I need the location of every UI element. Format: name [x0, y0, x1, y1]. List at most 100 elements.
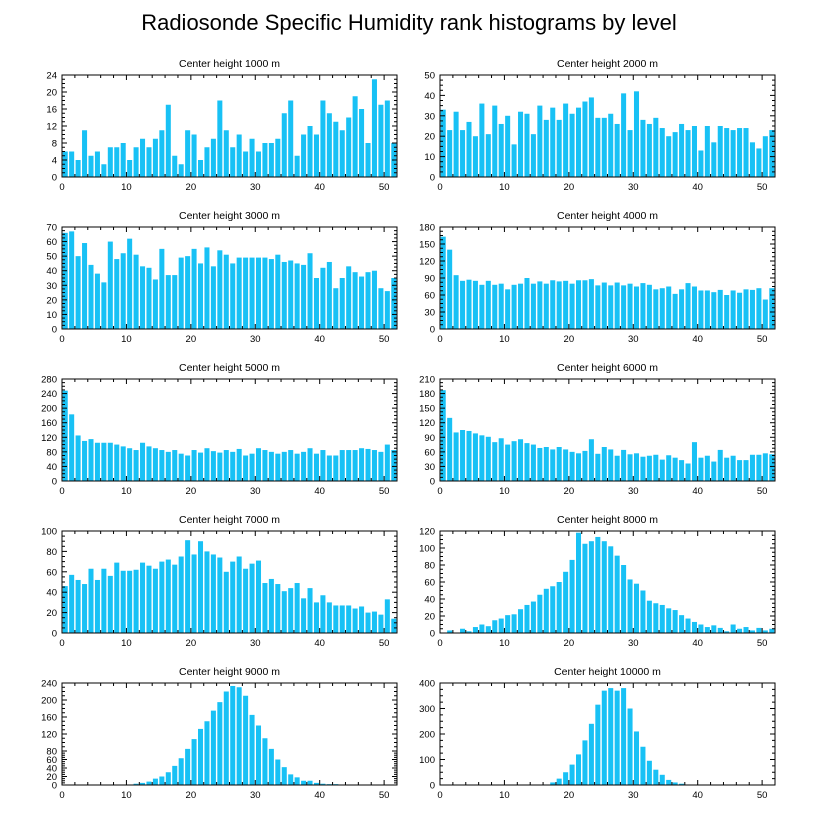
bar [518, 439, 524, 481]
bar [172, 155, 178, 177]
bar [281, 767, 287, 785]
y-tick-label: 200 [41, 404, 57, 415]
bar [614, 455, 620, 481]
bar [62, 390, 68, 481]
bar [378, 288, 384, 329]
y-tick-label: 8 [52, 139, 57, 150]
bar [704, 455, 710, 481]
bar [717, 289, 723, 329]
y-tick-label: 280 [41, 375, 57, 386]
bar [236, 134, 242, 177]
bar [262, 450, 268, 481]
bar [672, 457, 678, 481]
bar [466, 430, 472, 481]
bar [563, 772, 569, 785]
bar [140, 138, 146, 177]
bar [249, 714, 255, 786]
bar [172, 450, 178, 481]
bar [268, 748, 274, 786]
bar [371, 79, 377, 177]
bar [627, 130, 633, 177]
bar [223, 571, 229, 633]
bar [359, 448, 365, 481]
bar [756, 454, 762, 481]
bar [236, 687, 242, 785]
bar [724, 295, 730, 329]
bar [185, 256, 191, 329]
y-tick-label: 0 [52, 629, 57, 640]
x-tick-label: 40 [692, 334, 703, 345]
bar [236, 448, 242, 481]
bar [659, 128, 665, 177]
x-tick-label: 0 [437, 486, 442, 497]
y-tick-label: 16 [46, 105, 57, 116]
bar [685, 130, 691, 177]
bar [588, 279, 594, 329]
bar [101, 442, 107, 481]
bar [511, 614, 517, 633]
bar [666, 136, 672, 177]
bar [210, 710, 216, 786]
bar [359, 276, 365, 329]
bar [762, 630, 768, 633]
x-tick-label: 30 [250, 486, 261, 497]
bar [737, 460, 743, 481]
bar [537, 447, 543, 481]
bar [601, 117, 607, 177]
bar [627, 283, 633, 329]
bar [217, 702, 223, 786]
bar [601, 447, 607, 481]
bar [120, 570, 126, 633]
x-tick-label: 30 [628, 790, 639, 801]
bar [672, 782, 678, 785]
bar [146, 446, 152, 481]
bar [608, 688, 614, 785]
bar [236, 257, 242, 329]
x-tick-label: 10 [121, 182, 132, 193]
bar [666, 286, 672, 329]
bar [198, 728, 204, 785]
y-tick-label: 200 [419, 730, 435, 741]
bar [724, 457, 730, 481]
x-tick-label: 40 [692, 790, 703, 801]
bar [281, 261, 287, 329]
bar [717, 627, 723, 633]
x-tick-label: 0 [437, 182, 442, 193]
bar [191, 554, 197, 633]
bar [537, 594, 543, 633]
bar [762, 453, 768, 481]
bar [569, 113, 575, 177]
panel-title: Center height 9000 m [179, 666, 280, 678]
bar [691, 621, 697, 633]
y-tick-label: 400 [419, 679, 435, 690]
bar [672, 610, 678, 633]
x-tick-label: 30 [628, 638, 639, 649]
bar [120, 143, 126, 177]
bar [243, 257, 249, 329]
bar [749, 454, 755, 481]
bar [262, 143, 268, 177]
bar [223, 691, 229, 785]
bar [550, 280, 556, 329]
bar [653, 769, 659, 785]
bar [249, 453, 255, 481]
bar [646, 600, 652, 633]
bar [275, 138, 281, 177]
x-tick-label: 0 [59, 790, 64, 801]
bar [249, 563, 255, 633]
bar [107, 442, 113, 481]
x-tick-label: 10 [499, 182, 510, 193]
y-tick-label: 180 [419, 389, 435, 400]
x-tick-label: 50 [379, 638, 390, 649]
bar [672, 293, 678, 329]
bar [447, 417, 453, 481]
chart-panel-3: Center height 3000 m 0 10 20 30 40 50 60 70 0 10 20… [46, 210, 398, 345]
bar [479, 624, 485, 633]
x-tick-label: 40 [692, 486, 703, 497]
bar [146, 147, 152, 177]
bar [333, 455, 339, 481]
bar [769, 288, 775, 329]
bar [133, 147, 139, 177]
bar [556, 778, 562, 786]
bar [621, 565, 627, 633]
